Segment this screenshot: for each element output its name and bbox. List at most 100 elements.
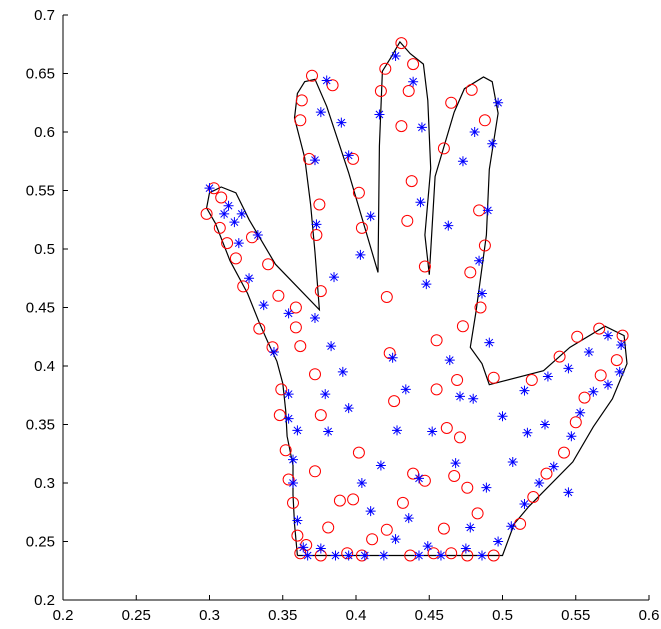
star-point xyxy=(403,513,414,524)
circle-point xyxy=(569,416,582,429)
circle-point xyxy=(471,507,484,520)
star-point xyxy=(493,97,504,108)
circle-point xyxy=(355,221,368,234)
star-point xyxy=(288,478,299,488)
star-point xyxy=(337,366,348,377)
star-point xyxy=(292,515,303,526)
y-tick-label: 0.55 xyxy=(26,183,55,200)
star-point xyxy=(422,541,433,552)
circle-point xyxy=(310,229,323,241)
circle-point xyxy=(430,383,443,396)
circle-point xyxy=(461,481,474,494)
star-point xyxy=(482,205,493,216)
y-tick-label: 0.65 xyxy=(26,66,55,83)
star-point xyxy=(359,550,370,561)
circle-point xyxy=(527,491,540,503)
circle-point xyxy=(279,444,292,457)
circle-point xyxy=(322,521,335,534)
circle-point xyxy=(610,354,623,367)
circle-point xyxy=(616,329,629,342)
circle-point xyxy=(451,374,464,386)
star-point xyxy=(252,229,263,240)
circle-point xyxy=(437,522,450,535)
y-tick-label: 0.5 xyxy=(34,241,55,258)
star-point xyxy=(283,413,294,424)
circle-point xyxy=(215,191,228,204)
circle-point xyxy=(553,350,566,363)
star-point xyxy=(219,208,230,219)
circle-point xyxy=(314,409,327,422)
star-point xyxy=(413,473,424,484)
star-point xyxy=(563,363,574,374)
circle-point xyxy=(262,258,275,271)
star-point xyxy=(258,300,269,311)
star-point xyxy=(392,425,403,436)
star-point xyxy=(315,543,326,554)
star-point xyxy=(309,155,320,166)
star-point xyxy=(539,419,550,430)
circle-point xyxy=(294,114,307,127)
star-point xyxy=(283,389,294,400)
marks-layer xyxy=(200,37,629,562)
circle-point xyxy=(374,85,387,97)
star-point xyxy=(288,454,299,465)
star-point xyxy=(365,506,376,517)
circle-point xyxy=(221,237,234,250)
star-point xyxy=(311,219,322,230)
circle-point xyxy=(388,395,401,408)
circle-point xyxy=(333,494,346,507)
star-point xyxy=(507,456,518,467)
circle-point xyxy=(366,533,379,546)
star-point xyxy=(315,107,326,118)
star-point xyxy=(476,550,487,561)
star-point xyxy=(356,478,367,488)
circle-point xyxy=(200,207,213,220)
star-point xyxy=(487,138,498,149)
circle-point xyxy=(401,214,414,227)
star-point xyxy=(421,279,432,290)
star-point xyxy=(374,109,385,120)
circle-point xyxy=(440,422,453,434)
circle-point xyxy=(456,320,469,333)
circle-point xyxy=(306,69,318,82)
star-point xyxy=(400,384,411,395)
star-point xyxy=(233,238,244,249)
circle-point xyxy=(272,289,285,302)
circle-point xyxy=(418,260,431,273)
star-point xyxy=(326,341,337,352)
circle-point xyxy=(282,473,295,486)
star-point xyxy=(387,352,398,363)
star-point xyxy=(355,249,366,260)
circle-point xyxy=(294,340,307,353)
circle-point xyxy=(464,266,477,279)
circle-point xyxy=(487,371,500,384)
circle-point xyxy=(287,496,299,509)
circle-point xyxy=(313,198,326,211)
star-point xyxy=(309,313,320,324)
star-point xyxy=(534,478,545,488)
star-point xyxy=(522,427,533,438)
circle-point xyxy=(430,334,443,347)
star-point xyxy=(375,460,386,471)
circle-point xyxy=(309,465,321,478)
star-point xyxy=(268,346,279,357)
circle-point xyxy=(514,517,527,530)
star-point xyxy=(416,122,427,133)
star-point xyxy=(283,308,294,319)
star-point xyxy=(229,217,240,228)
circle-point xyxy=(295,94,308,107)
circle-point xyxy=(229,252,242,265)
circle-point xyxy=(427,547,440,560)
star-point xyxy=(435,550,446,561)
circle-point xyxy=(407,58,420,71)
circle-point xyxy=(525,374,538,386)
x-tick-label: 0.55 xyxy=(561,607,590,624)
y-tick-label: 0.3 xyxy=(34,475,55,492)
star-point xyxy=(292,425,303,436)
circle-point xyxy=(578,391,591,404)
star-point xyxy=(602,330,613,341)
star-point xyxy=(329,272,340,283)
circle-point xyxy=(294,547,307,560)
star-point xyxy=(444,355,455,366)
